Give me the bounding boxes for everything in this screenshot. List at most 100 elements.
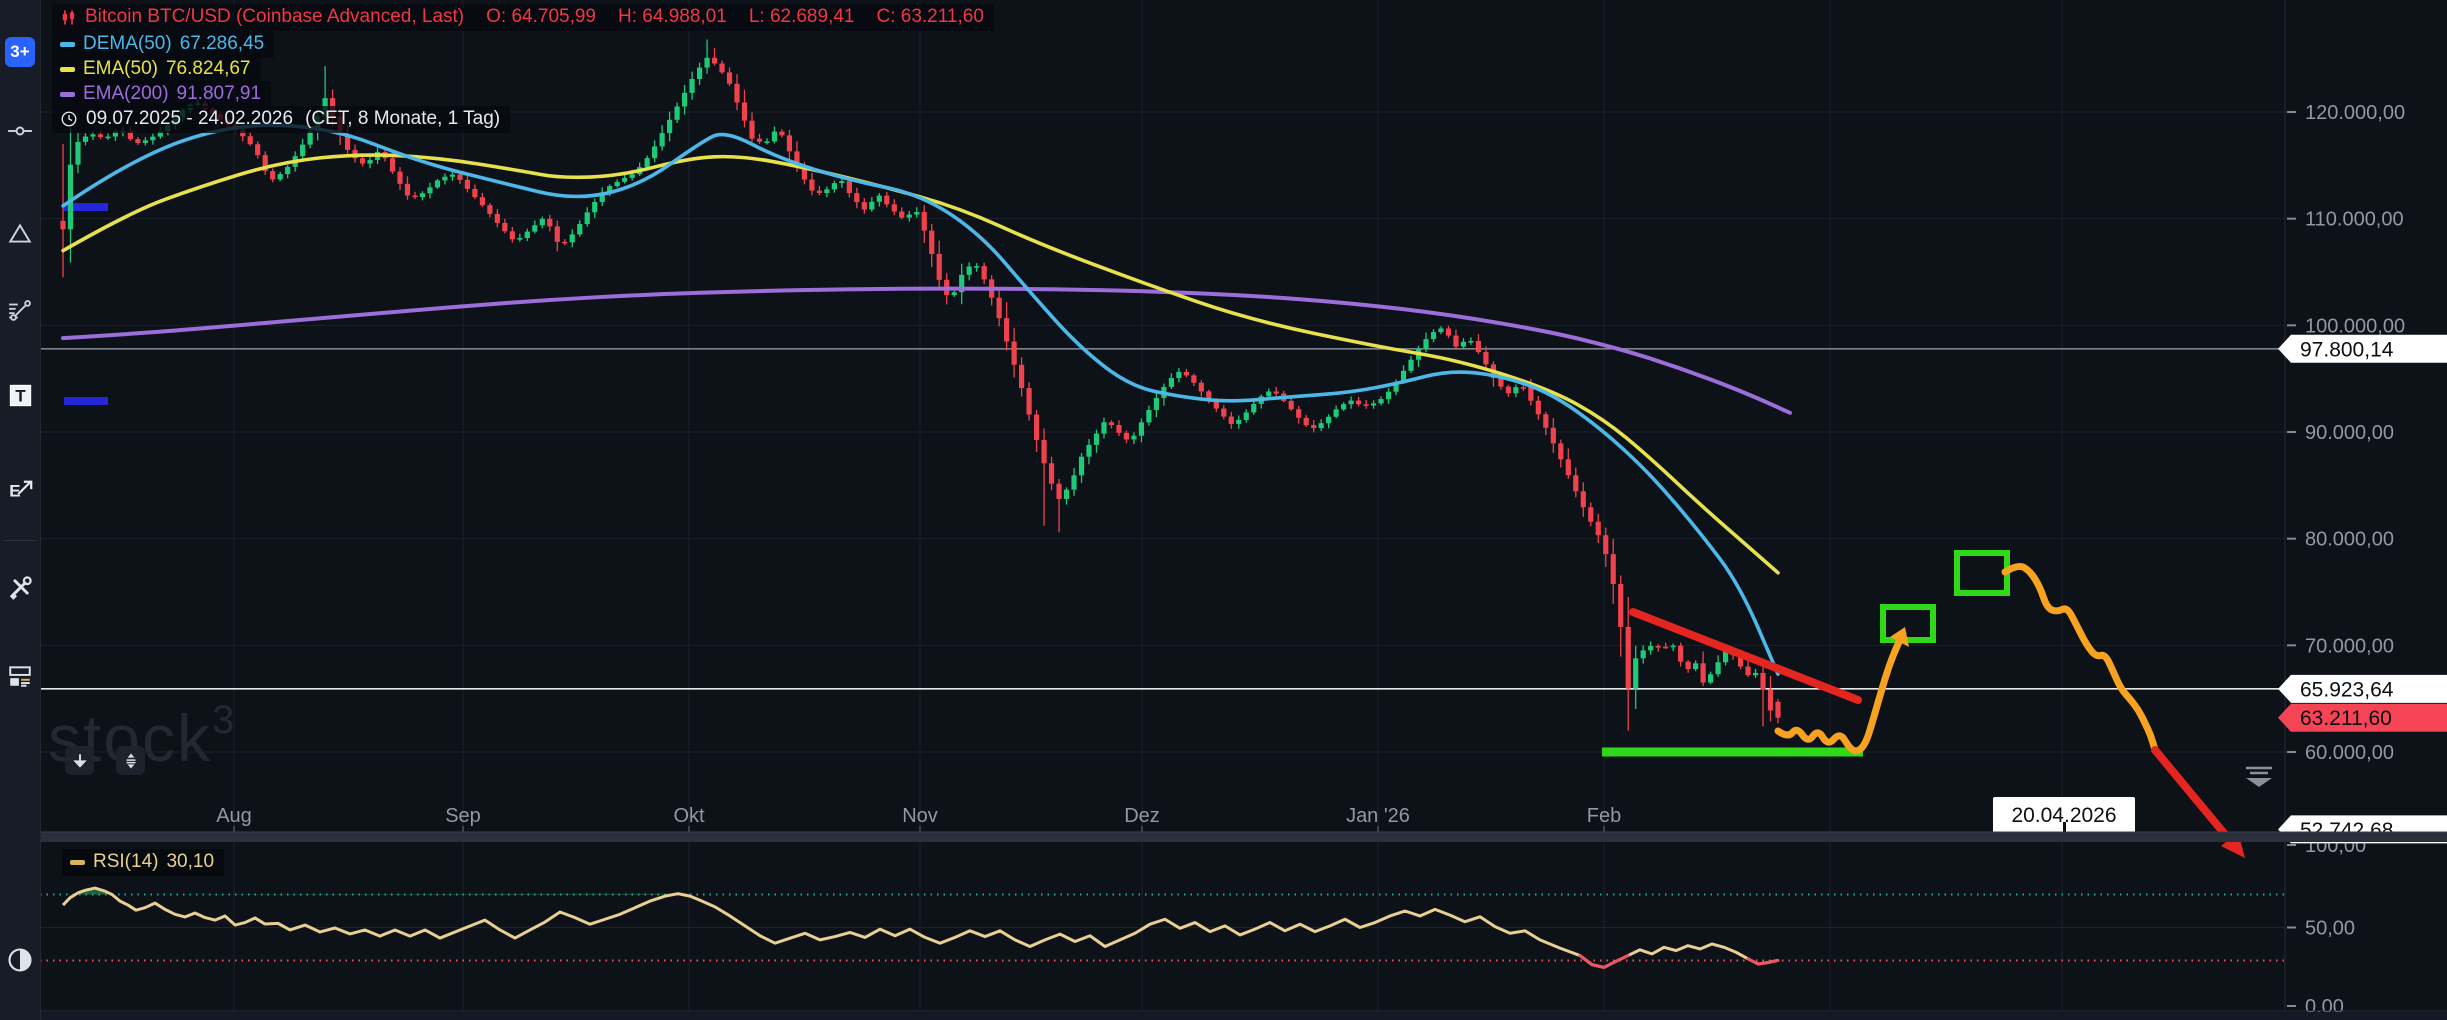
elliott-wave-tool-button[interactable]: E: [5, 473, 35, 503]
drawing-annotations[interactable]: 20.04.2026: [1602, 550, 2272, 858]
month-label: Jan '26: [1346, 805, 1410, 827]
red-trendline[interactable]: [1629, 608, 1862, 704]
candle-body: [1430, 332, 1437, 340]
candle-body: [262, 155, 268, 172]
candle-body: [1326, 416, 1332, 424]
candle-body: [1243, 412, 1249, 420]
candle-body: [1236, 419, 1242, 424]
blue-order-marker[interactable]: [64, 203, 108, 211]
candle-body: [741, 102, 748, 121]
candle-body: [532, 225, 538, 232]
orange-projection-down[interactable]: [2001, 562, 2159, 754]
candle-body: [689, 78, 695, 93]
candle-body: [82, 136, 89, 142]
candle-body: [547, 218, 553, 227]
price-badge: 65.923,64: [2278, 674, 2447, 703]
trend-lines-icon: [9, 300, 31, 321]
date-annotation-box[interactable]: [1993, 797, 2135, 833]
tools-button[interactable]: [5, 572, 35, 602]
green-target-box[interactable]: [1954, 550, 2010, 596]
orange-projection-up[interactable]: [1774, 630, 1907, 755]
candle-body: [1131, 435, 1137, 440]
candle-body: [764, 141, 770, 144]
green-target-box[interactable]: [1880, 604, 1936, 643]
candle-body: [1700, 663, 1706, 683]
svg-text:63.211,60: 63.211,60: [2300, 707, 2392, 730]
trend-lines-tool-button[interactable]: [5, 296, 35, 326]
candle-body: [1176, 371, 1182, 379]
candle-body: [1191, 375, 1197, 383]
text-tool-button[interactable]: T: [5, 380, 35, 410]
theme-contrast-button[interactable]: [5, 945, 35, 975]
candle-body: [1303, 417, 1309, 426]
blue-order-marker[interactable]: [64, 397, 108, 405]
stock3-logo-button[interactable]: 3+: [5, 37, 35, 67]
candle-body: [1108, 422, 1115, 426]
candle-body: [1408, 359, 1414, 371]
indicator-row-ema50[interactable]: EMA(50) 76.824,67: [52, 56, 261, 83]
candle-body: [1123, 432, 1130, 440]
ema200-color-chip: [60, 91, 75, 97]
orange-arrowhead: [1890, 627, 1909, 647]
panel-divider[interactable]: [0, 831, 2447, 1020]
candle-body: [1438, 328, 1444, 333]
candle-body: [277, 174, 283, 180]
candle-body: [1715, 662, 1721, 675]
triangle-tool-button[interactable]: [5, 219, 35, 249]
candle-body: [869, 201, 875, 210]
rsi-value: 30,10: [166, 851, 215, 872]
toolbar-divider: [4, 540, 36, 541]
symbol-legend-row[interactable]: Bitcoin BTC/USD (Coinbase Advanced, Last…: [52, 4, 994, 31]
candle-body: [404, 183, 411, 196]
indicator-row-ema200[interactable]: EMA(200) 91.807,91: [52, 81, 272, 108]
candle-body: [1168, 378, 1174, 387]
candle-body: [240, 129, 246, 137]
candle-body: [569, 234, 575, 243]
candle-body: [157, 131, 163, 137]
candle-body: [1363, 404, 1369, 406]
candle-body: [1722, 650, 1729, 663]
candle-body: [906, 214, 912, 218]
rsi-legend-row[interactable]: RSI(14) 30,10: [62, 849, 225, 876]
candle-body: [599, 192, 605, 202]
candle-body: [981, 266, 987, 280]
red-crash-arrow[interactable]: [2151, 746, 2232, 842]
candle-body: [592, 201, 598, 213]
date-range-meta: (CET, 8 Monate, 1 Tag): [305, 108, 501, 129]
ohlc-close-value: 63.211,60: [900, 6, 984, 27]
scroll-down-button[interactable]: [65, 746, 94, 775]
auto-scale-button[interactable]: [116, 746, 145, 775]
candlestick-series-icon: [62, 9, 75, 25]
candle-body: [629, 174, 635, 178]
candle-body: [554, 226, 560, 242]
scroll-to-latest-icon[interactable]: [2246, 766, 2272, 787]
candle-body: [1393, 381, 1399, 392]
candle-body: [959, 274, 965, 293]
horizontal-line-tool-button[interactable]: [5, 116, 35, 146]
date-range-row[interactable]: 09.07.2025 - 24.02.2026 (CET, 8 Monate, …: [52, 106, 511, 133]
rsi-panel: [40, 886, 2285, 969]
symbol-title: Bitcoin BTC/USD (Coinbase Advanced, Last…: [85, 6, 465, 27]
candle-body: [711, 57, 718, 64]
candle-body: [150, 136, 156, 141]
layout-panels-button[interactable]: [5, 661, 35, 691]
candle-body: [457, 174, 463, 180]
candle-body: [142, 140, 148, 143]
candle-body: [936, 253, 942, 280]
candle-body: [285, 166, 291, 175]
indicator-row-dema[interactable]: DEMA(50) 67.286,45: [52, 31, 275, 58]
candle-body: [1580, 491, 1586, 508]
axis-tick-label: 120.000,00: [2305, 102, 2405, 124]
candle-body: [1685, 661, 1691, 670]
month-label: Dez: [1124, 805, 1160, 827]
candle-body: [1528, 387, 1534, 401]
candle-body: [577, 224, 583, 235]
candle-body: [60, 220, 66, 230]
candle-body: [1760, 672, 1766, 690]
candle-body: [719, 63, 725, 73]
month-label: Feb: [1587, 805, 1621, 827]
price-axis[interactable]: Aug Sep Okt Nov Dez Jan '26 Feb 120.000,00 110.0…: [216, 102, 2447, 1018]
candle-body: [449, 174, 456, 177]
month-label: Okt: [673, 805, 705, 827]
